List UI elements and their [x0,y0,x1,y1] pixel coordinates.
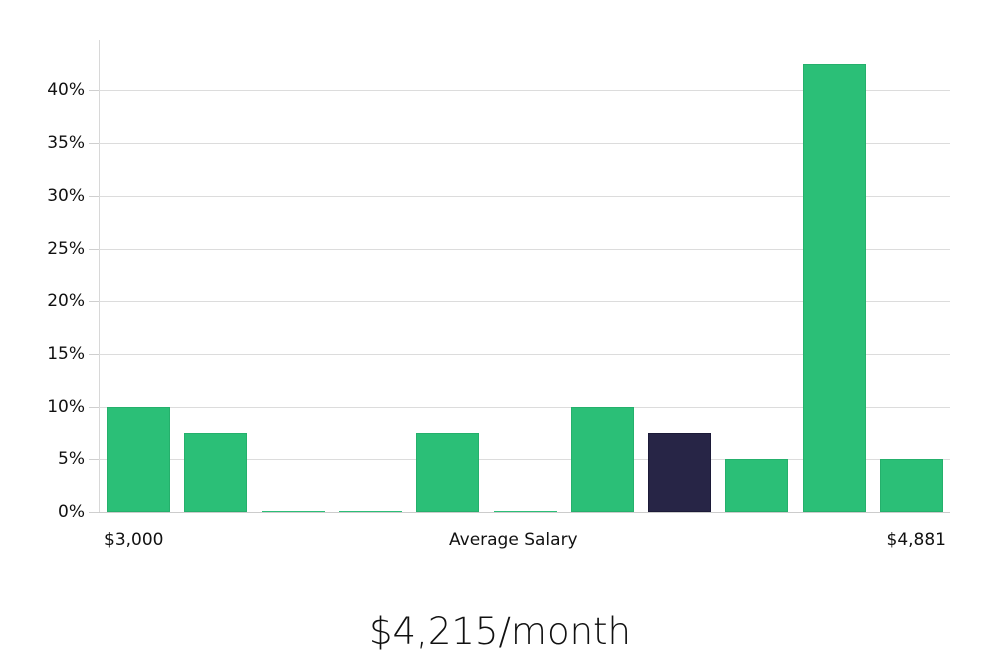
y-tick-mark [89,459,99,460]
gridline [99,196,950,197]
y-tick-mark [89,90,99,91]
y-tick-mark [89,407,99,408]
y-tick-mark [89,143,99,144]
y-tick-mark [89,512,99,513]
y-tick-label: 25% [47,239,85,259]
y-tick-label: 35% [47,133,85,153]
average-salary-headline: $4,215/month [368,610,632,653]
gridline [99,354,950,355]
gridline [99,301,950,302]
y-tick-mark [89,354,99,355]
bar [107,407,170,512]
x-axis-baseline [99,512,950,513]
y-axis-line [99,40,100,512]
bar [262,511,325,512]
y-tick-label: 40% [47,80,85,100]
y-tick-mark [89,196,99,197]
gridline [99,143,950,144]
bar [494,511,557,512]
y-tick-label: 20% [47,291,85,311]
x-axis-max-label: $4,881 [886,530,946,550]
y-tick-label: 10% [47,397,85,417]
bar [416,433,479,512]
gridline [99,459,950,460]
bar [339,511,402,512]
bar-highlighted [648,433,711,512]
bar [571,407,634,512]
y-tick-label: 5% [58,449,85,469]
bar [880,459,943,512]
y-tick-mark [89,301,99,302]
bar [725,459,788,512]
x-axis-min-label: $3,000 [104,530,164,550]
y-tick-label: 15% [47,344,85,364]
y-tick-mark [89,249,99,250]
y-tick-label: 0% [58,502,85,522]
gridline [99,90,950,91]
bar [184,433,247,512]
bar [803,64,866,512]
x-axis-title: Average Salary [449,530,578,550]
gridline [99,407,950,408]
gridline [99,249,950,250]
y-tick-label: 30% [47,186,85,206]
